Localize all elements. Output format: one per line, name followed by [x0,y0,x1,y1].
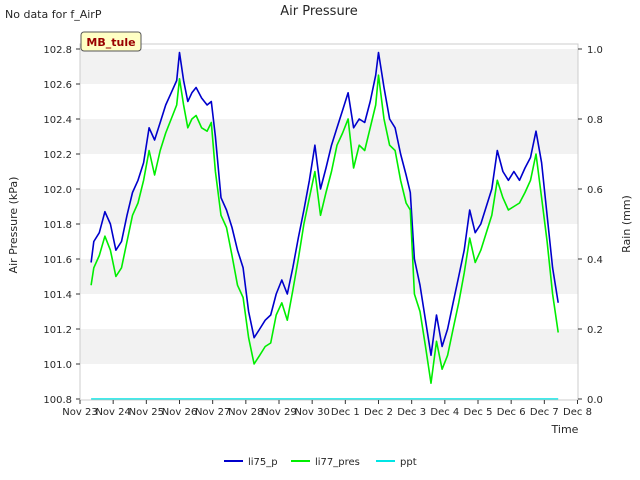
x-tick-label: Nov 29 [261,407,296,418]
y-tick-label: 101.6 [43,255,72,266]
x-tick-label: Dec 7 [530,407,559,418]
y-tick-label: 102.8 [43,45,72,56]
x-tick-label: Dec 5 [464,407,493,418]
station-badge-box [80,31,142,52]
x-tick-label: Dec 4 [430,407,459,418]
y-axis-label: Air Pressure (kPa) [7,177,20,274]
x-tick-label: Dec 1 [331,407,360,418]
y-tick-label: 101.4 [43,290,72,301]
y2-tick-label: 0.6 [587,185,603,196]
y-tick-label: 102.2 [43,150,72,161]
x-tick-label: Nov 26 [162,407,197,418]
x-tick-label: Nov 25 [129,407,164,418]
grid-bands [80,49,578,399]
x-tick-label: Nov 30 [294,407,329,418]
y-tick-label: 102.6 [43,80,72,91]
station-badge: MB_tule [80,31,142,52]
y-tick-label: 102.0 [43,185,72,196]
series-line-li75_p [90,51,559,357]
y-tick-label: 101.2 [43,325,72,336]
y-tick-label: 100.8 [43,395,72,406]
grid-band [80,259,578,294]
grid-band [80,119,578,154]
no-data-note: No data for f_AirP [5,8,102,21]
x-tick-label: Nov 23 [62,407,97,418]
x-tick-label: Dec 3 [397,407,426,418]
y-tick-label: 101.0 [43,360,72,371]
chart-title: Air Pressure [280,4,358,19]
y-tick-label: 101.8 [43,220,72,231]
x-tick-label: Nov 24 [95,407,130,418]
y2-tick-label: 0.2 [587,325,603,336]
right-axis-ticks: 0.0 0.2 0.4 0.6 0.8 1.0 [578,45,603,406]
legend: li75_p li77_pres ppt [224,457,417,468]
grid-band [80,364,578,399]
y2-tick-label: 0.0 [587,395,603,406]
x-tick-label: Nov 28 [228,407,263,418]
plot-frame [79,43,579,401]
y2-tick-label: 0.8 [587,115,603,126]
legend-label-li75_p: li75_p [248,457,278,468]
series-line-li77_pres [90,74,559,385]
series-lines [90,51,559,400]
legend-label-ppt: ppt [400,457,417,468]
grid-band [80,294,578,329]
x-tick-label: Dec 8 [563,407,592,418]
y-tick-label: 102.4 [43,115,72,126]
grid-band [80,329,578,364]
grid-band [80,84,578,119]
station-badge-label: MB_tule [86,36,135,49]
left-axis-ticks: 100.8 101.0 101.2 101.4 101.6 101.8 102.0 102.2… [43,45,80,406]
x-tick-label: Nov 27 [195,407,230,418]
x-tick-label: Dec 6 [497,407,526,418]
grid-band [80,189,578,224]
y2-axis-label: Rain (mm) [620,195,633,253]
grid-band [80,224,578,259]
x-tick-label: Dec 2 [364,407,393,418]
y2-tick-label: 1.0 [587,45,603,56]
x-axis-label: Time [551,423,579,436]
grid-band [80,49,578,84]
y2-tick-label: 0.4 [587,255,603,266]
legend-label-li77_pres: li77_pres [315,457,360,468]
